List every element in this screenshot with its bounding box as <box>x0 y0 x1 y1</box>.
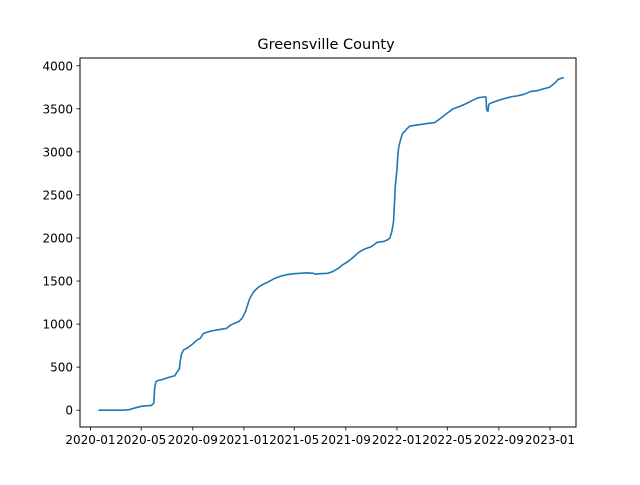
y-tick-label: 3000 <box>42 145 73 159</box>
series-layer <box>98 76 564 412</box>
y-axis-ticks: 0 500 1000 1500 2000 2500 3000 3500 4000 <box>42 59 80 418</box>
x-tick-label: 2022-09 <box>474 433 524 447</box>
x-axis-ticks: 2020-01 2020-05 2020-09 2021-01 2021-05 2021-… <box>65 427 575 447</box>
y-tick-label: 2500 <box>42 188 73 202</box>
x-tick-label: 2021-01 <box>219 433 269 447</box>
x-tick-label: 2020-05 <box>116 433 166 447</box>
y-tick-label: 1500 <box>42 275 73 289</box>
x-tick-label: 2020-09 <box>168 433 218 447</box>
chart-title: Greensville County <box>257 37 395 53</box>
x-tick-label: 2021-09 <box>321 433 371 447</box>
series-line-0 <box>98 76 564 412</box>
y-tick-label: 1000 <box>42 318 73 332</box>
x-tick-label: 2020-01 <box>65 433 115 447</box>
x-tick-label: 2021-05 <box>269 433 319 447</box>
y-tick-label: 0 <box>65 404 73 418</box>
x-tick-label: 2022-05 <box>422 433 472 447</box>
y-tick-label: 3500 <box>42 102 73 116</box>
y-tick-label: 4000 <box>42 59 73 73</box>
y-tick-label: 500 <box>50 361 73 375</box>
x-tick-label: 2022-01 <box>372 433 422 447</box>
plot-frame <box>79 57 577 428</box>
y-tick-label: 2000 <box>42 231 73 245</box>
x-tick-label: 2023-01 <box>525 433 575 447</box>
